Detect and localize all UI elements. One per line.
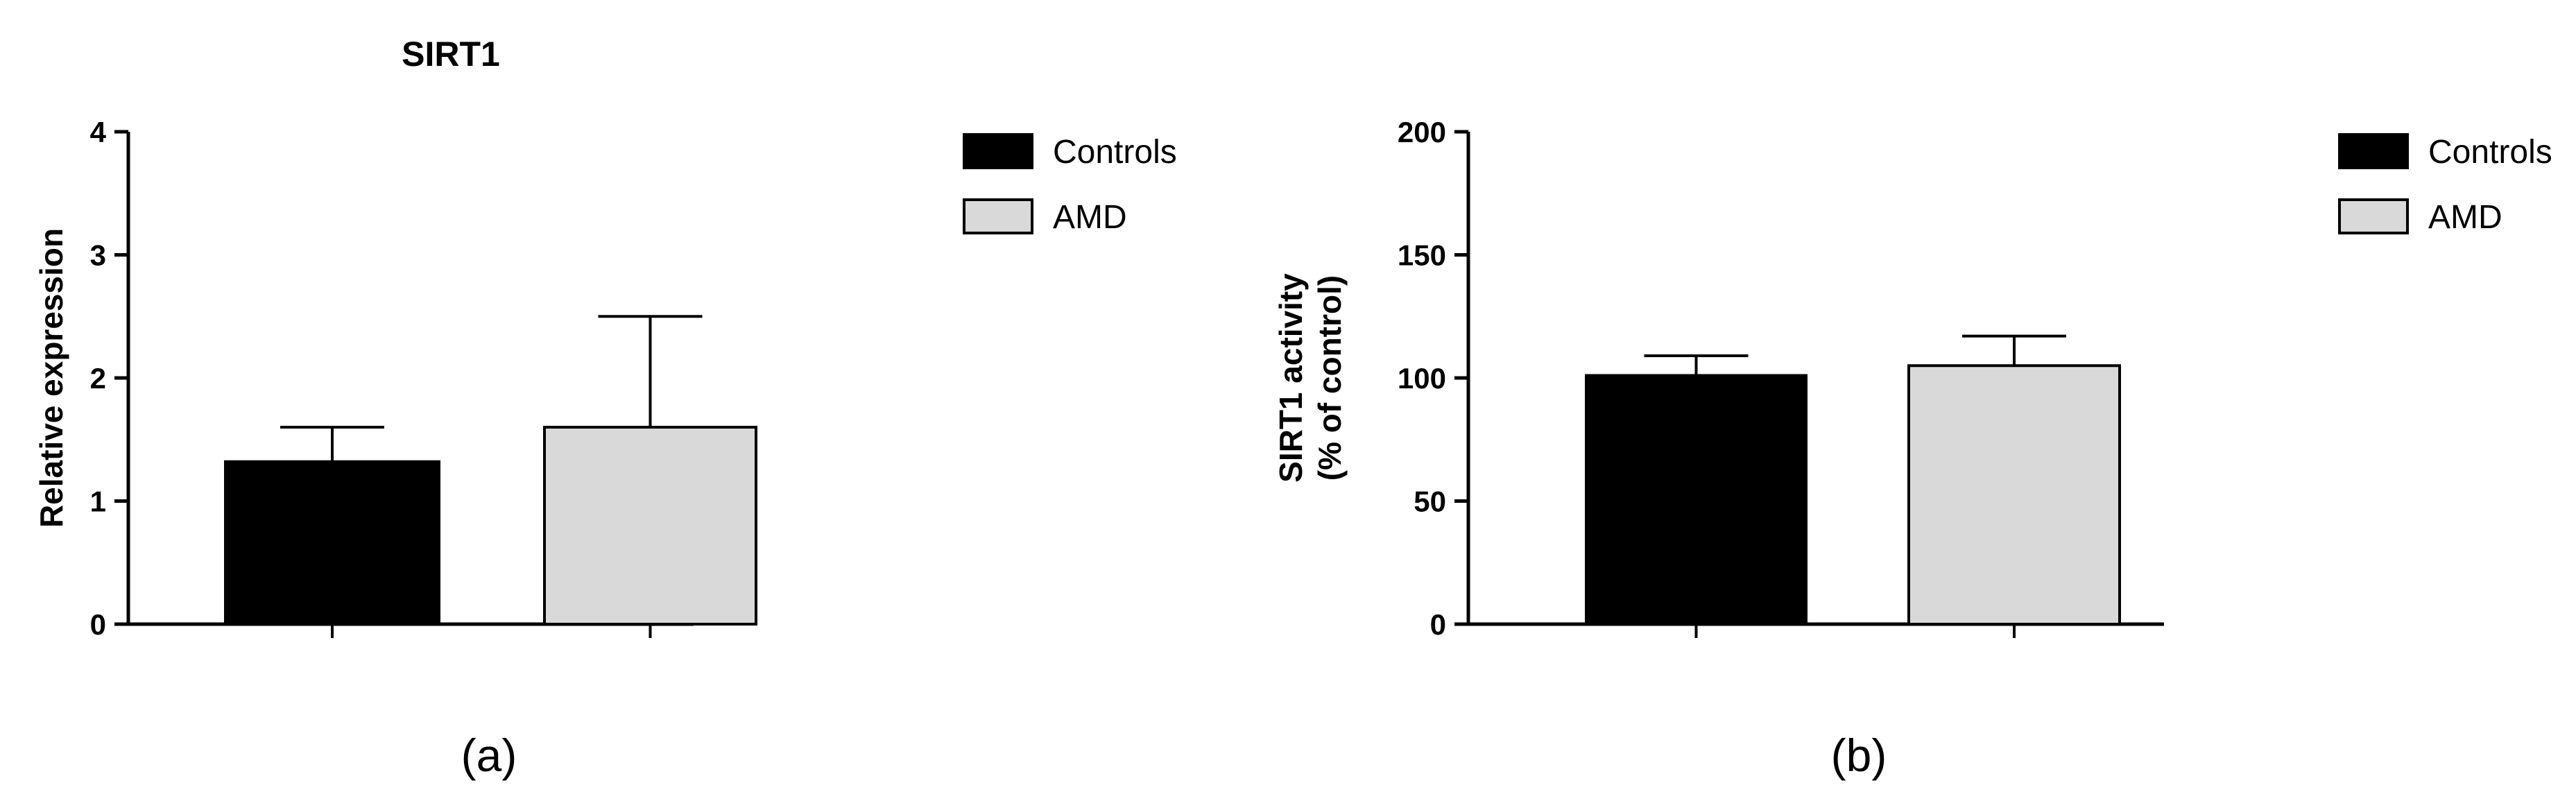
y-axis-label: SIRT1 activity bbox=[1273, 273, 1309, 483]
legend-swatch-controls bbox=[963, 133, 1033, 169]
bar-amd bbox=[1907, 364, 2121, 626]
bar-controls bbox=[224, 460, 440, 626]
legend-label-amd: AMD bbox=[2428, 199, 2502, 236]
legend-swatch-controls bbox=[2338, 133, 2409, 169]
chart-b: 0 50 100 150 200 SIRT1 activity (% of control)… bbox=[1273, 116, 2552, 781]
y-tick-label: 2 bbox=[90, 362, 106, 395]
bar-amd bbox=[543, 426, 757, 626]
y-tick-label: 200 bbox=[1398, 116, 1446, 148]
y-tick-label: 50 bbox=[1414, 485, 1446, 518]
y-tick-label: 0 bbox=[1430, 608, 1446, 641]
y-axis-label: (% of control) bbox=[1312, 275, 1348, 481]
legend-label-amd: AMD bbox=[1053, 199, 1127, 236]
legend-label-controls: Controls bbox=[2428, 134, 2552, 171]
y-tick-label: 3 bbox=[90, 239, 106, 272]
chart-a: SIRT1 0 1 2 3 4 Relative expression Controls AMD… bbox=[33, 35, 1177, 781]
y-tick-label: 4 bbox=[90, 116, 107, 148]
panel-label: (a) bbox=[461, 730, 517, 781]
chart-title: SIRT1 bbox=[402, 35, 500, 74]
y-tick-label: 0 bbox=[90, 608, 106, 641]
y-tick-label: 100 bbox=[1398, 362, 1446, 395]
panel-label: (b) bbox=[1831, 730, 1887, 781]
legend-swatch-amd bbox=[2338, 198, 2409, 234]
y-tick-label: 150 bbox=[1398, 239, 1446, 272]
legend-label-controls: Controls bbox=[1053, 134, 1177, 171]
y-axis-label: Relative expression bbox=[33, 228, 69, 528]
y-tick-label: 1 bbox=[90, 485, 106, 518]
legend-swatch-amd bbox=[963, 198, 1033, 234]
bar-controls bbox=[1585, 374, 1808, 626]
